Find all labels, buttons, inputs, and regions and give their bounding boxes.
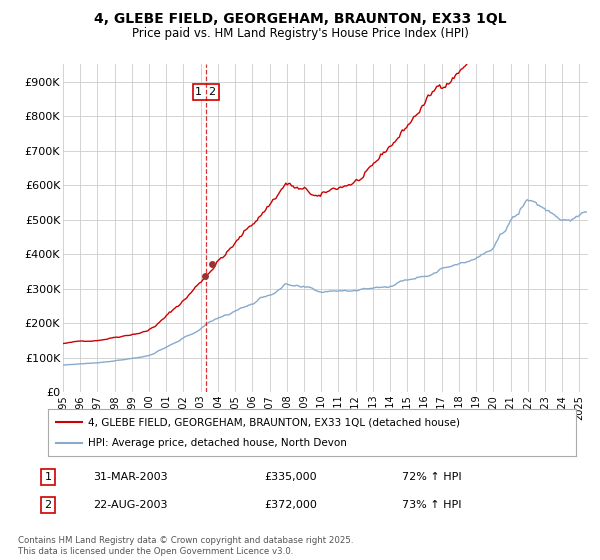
Text: 22-AUG-2003: 22-AUG-2003 (93, 500, 167, 510)
Text: 31-MAR-2003: 31-MAR-2003 (93, 472, 167, 482)
Text: 4, GLEBE FIELD, GEORGEHAM, BRAUNTON, EX33 1QL: 4, GLEBE FIELD, GEORGEHAM, BRAUNTON, EX3… (94, 12, 506, 26)
Text: 2: 2 (44, 500, 52, 510)
Text: 72% ↑ HPI: 72% ↑ HPI (402, 472, 461, 482)
Text: 73% ↑ HPI: 73% ↑ HPI (402, 500, 461, 510)
Text: £372,000: £372,000 (264, 500, 317, 510)
Text: 1: 1 (44, 472, 52, 482)
Text: Contains HM Land Registry data © Crown copyright and database right 2025.
This d: Contains HM Land Registry data © Crown c… (18, 536, 353, 556)
Text: 4, GLEBE FIELD, GEORGEHAM, BRAUNTON, EX33 1QL (detached house): 4, GLEBE FIELD, GEORGEHAM, BRAUNTON, EX3… (88, 417, 460, 427)
Text: 1  2: 1 2 (196, 87, 217, 97)
Text: HPI: Average price, detached house, North Devon: HPI: Average price, detached house, Nort… (88, 438, 346, 448)
Text: £335,000: £335,000 (264, 472, 317, 482)
Text: Price paid vs. HM Land Registry's House Price Index (HPI): Price paid vs. HM Land Registry's House … (131, 27, 469, 40)
